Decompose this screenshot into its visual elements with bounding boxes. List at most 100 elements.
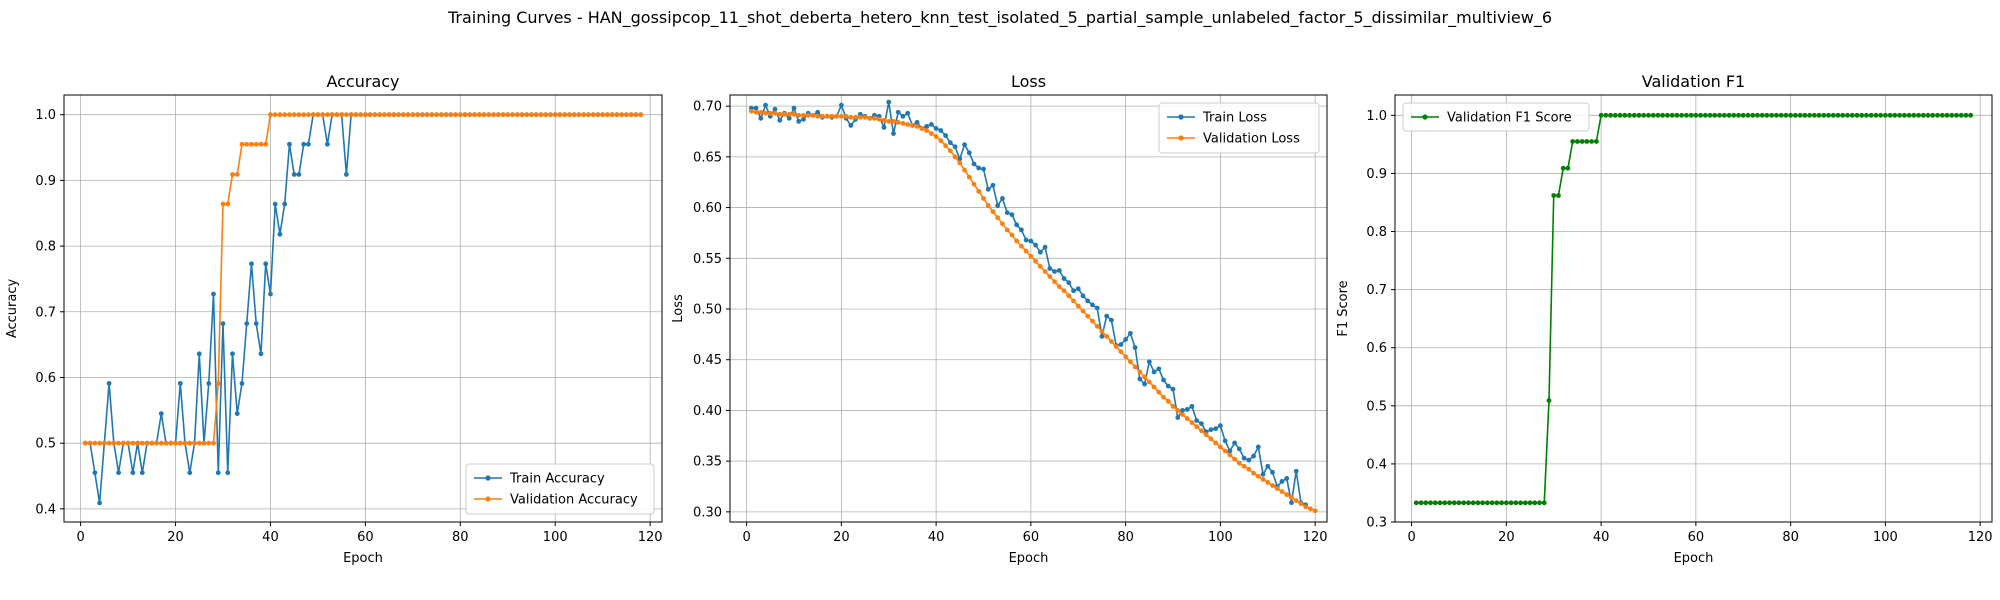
data-point	[1014, 222, 1020, 228]
y-tick-label: 0.6	[35, 371, 56, 386]
data-point	[1788, 112, 1794, 118]
data-point	[362, 112, 368, 118]
data-point	[1854, 112, 1860, 118]
data-point	[1000, 221, 1005, 227]
data-point	[453, 112, 458, 118]
data-point	[1075, 286, 1081, 292]
data-point	[130, 470, 136, 476]
data-point	[772, 110, 778, 116]
data-point	[1821, 112, 1827, 118]
data-point	[1127, 359, 1133, 365]
data-point	[234, 172, 240, 177]
data-point	[120, 440, 126, 446]
data-point	[1508, 500, 1514, 506]
data-point	[1612, 112, 1618, 118]
data-point	[434, 112, 439, 118]
data-point	[263, 261, 269, 267]
data-point	[1217, 423, 1223, 429]
data-point	[381, 112, 387, 118]
data-point	[1546, 398, 1552, 403]
x-tick-label: 20	[1498, 530, 1515, 545]
data-point	[196, 440, 202, 446]
data-point	[486, 112, 492, 118]
legend-swatch-marker	[485, 475, 491, 481]
data-point	[1023, 237, 1029, 243]
data-point	[158, 440, 164, 446]
data-point	[1037, 249, 1043, 255]
data-point	[1042, 244, 1048, 250]
figure-title: Training Curves - HAN_gossipcop_11_shot_…	[447, 8, 1553, 27]
series-line-0-1	[85, 113, 641, 444]
data-point	[514, 112, 520, 118]
data-point	[763, 102, 768, 108]
data-point	[386, 112, 392, 118]
data-point	[905, 110, 911, 116]
data-point	[206, 440, 212, 446]
data-point	[1759, 112, 1765, 118]
data-point	[1802, 112, 1808, 118]
data-point	[173, 440, 178, 446]
data-point	[1146, 379, 1152, 385]
data-point	[1161, 377, 1166, 383]
data-point	[753, 105, 759, 111]
data-point	[1094, 305, 1100, 311]
data-point	[943, 133, 948, 138]
data-point	[758, 109, 764, 115]
legend-box	[465, 463, 655, 515]
y-tick-label: 0.30	[693, 505, 722, 520]
data-point	[1090, 318, 1095, 324]
data-point	[619, 112, 625, 118]
data-point	[782, 111, 787, 117]
data-point	[1028, 253, 1034, 259]
data-point	[943, 143, 948, 149]
data-point	[1004, 227, 1010, 233]
data-point	[353, 112, 359, 118]
data-point	[1047, 266, 1053, 271]
data-point	[234, 411, 240, 417]
data-point	[1222, 448, 1228, 454]
data-point	[92, 470, 98, 476]
series-line-1-0	[751, 101, 1306, 506]
data-point	[1726, 112, 1732, 118]
data-point	[391, 112, 397, 118]
data-point	[443, 112, 449, 118]
data-point	[1835, 112, 1841, 118]
x-tick-label: 20	[167, 530, 184, 545]
data-point	[1293, 498, 1299, 504]
data-point	[476, 112, 482, 118]
data-point	[239, 141, 245, 147]
data-point	[957, 156, 963, 162]
data-point	[886, 118, 892, 124]
data-point	[415, 112, 420, 118]
data-point	[1066, 280, 1072, 286]
data-point	[1518, 500, 1523, 506]
data-point	[1109, 339, 1114, 344]
data-point	[139, 440, 145, 446]
data-point	[905, 122, 911, 127]
data-point	[1901, 112, 1907, 118]
data-point	[1180, 412, 1185, 417]
data-point	[966, 150, 972, 156]
data-point	[163, 440, 169, 446]
data-point	[567, 112, 572, 118]
data-point	[1916, 112, 1921, 118]
y-tick-label: 1.0	[1366, 109, 1387, 124]
data-point	[576, 112, 582, 118]
y-axis-label: F1 Score	[1336, 280, 1351, 336]
data-point	[914, 119, 920, 125]
data-point	[910, 123, 915, 128]
y-tick-label: 0.40	[693, 404, 722, 419]
data-point	[919, 126, 925, 131]
data-point	[1698, 112, 1704, 118]
data-point	[92, 440, 98, 446]
data-point	[838, 102, 844, 108]
data-point	[976, 188, 982, 194]
data-point	[1575, 139, 1580, 144]
data-point	[396, 112, 401, 118]
data-point	[1085, 313, 1091, 319]
data-point	[1859, 112, 1865, 118]
data-point	[1090, 302, 1095, 308]
axes-frame	[63, 94, 663, 523]
data-point	[533, 112, 539, 118]
data-point	[985, 203, 991, 208]
